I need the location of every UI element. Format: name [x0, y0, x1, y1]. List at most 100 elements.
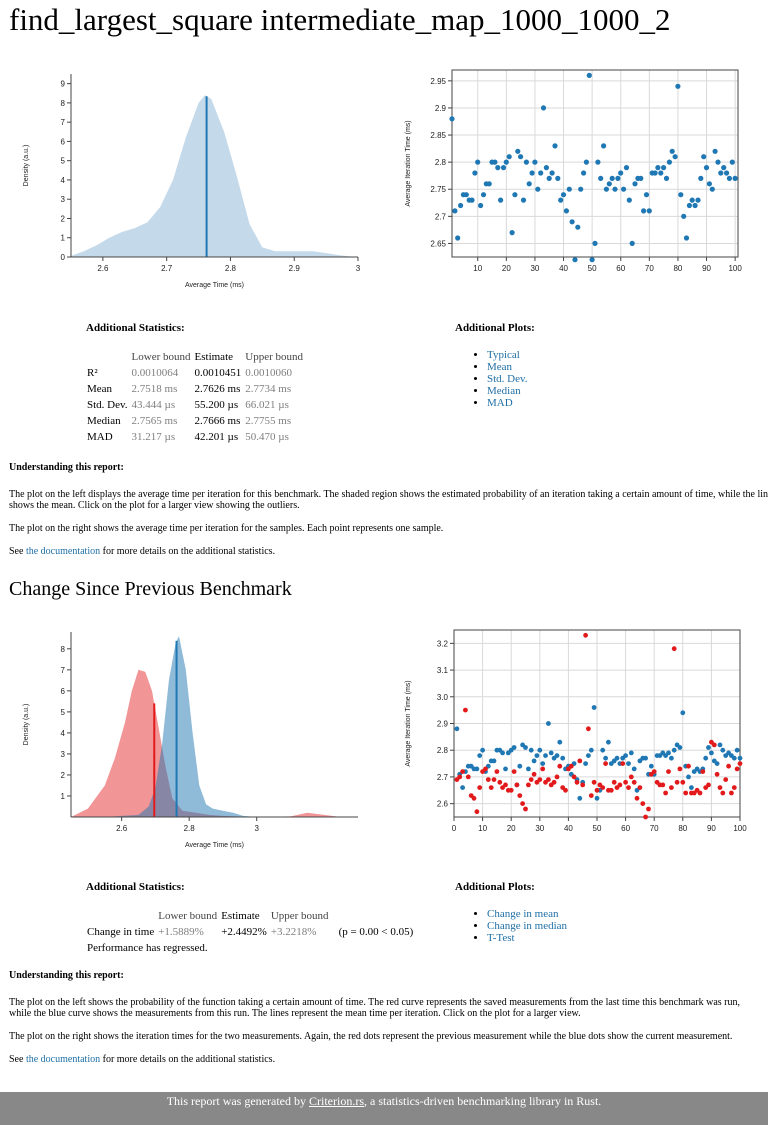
- sample-point: [458, 202, 464, 209]
- x-tick-label: 60: [616, 264, 625, 273]
- sample-point: [709, 186, 715, 192]
- sample-point: [480, 192, 487, 198]
- x-tick-label: 70: [645, 264, 654, 273]
- plot-link[interactable]: Std. Dev.: [487, 373, 528, 385]
- sample-point: [686, 202, 692, 209]
- plot-link[interactable]: Mean: [487, 361, 513, 373]
- x-tick-label: 40: [559, 264, 568, 273]
- current-sample-point: [454, 726, 460, 732]
- plot-link-item: Typical: [487, 349, 528, 361]
- stat-lower: 31.217 µs: [131, 431, 176, 443]
- current-sample-point: [537, 747, 543, 753]
- previous-sample-point: [485, 777, 491, 782]
- previous-sample-point: [637, 785, 643, 790]
- sample-point: [695, 197, 701, 203]
- documentation-link[interactable]: the documentation: [25, 546, 101, 557]
- previous-sample-point: [700, 769, 706, 774]
- previous-sample-point: [643, 814, 648, 820]
- sample-point: [572, 257, 578, 263]
- sample-point: [486, 181, 492, 187]
- change-pdf-plot[interactable]: 2.6 2.8 3 1 2 3 4 5 6 7 8 Density (a.u.) Average Tim…: [0, 620, 384, 860]
- sample-point: [689, 197, 695, 203]
- sample-point: [506, 154, 512, 160]
- stat-label: Std. Dev.: [87, 399, 128, 411]
- statistics-row: MAD 31.217 µs 42.201 µs 50.470 µs: [85, 429, 305, 445]
- current-sample-point: [540, 761, 546, 766]
- current-sample-point: [731, 755, 737, 761]
- change-plots-title: Additional Plots:: [455, 881, 535, 893]
- change-statistics-table: Lower bound Estimate Upper bound Change …: [85, 908, 415, 956]
- x-axis-label: Average Time (ms): [185, 282, 244, 289]
- previous-sample-point: [491, 777, 497, 782]
- sample-point: [672, 154, 678, 160]
- previous-sample-point: [620, 761, 626, 766]
- plot-link-item: MAD: [487, 397, 528, 409]
- previous-sample-point: [514, 782, 520, 788]
- regression-plot[interactable]: 10 20 30 40 50 60 70 80 90 100 2.65 2.7 2.75 2.8 2.85 2…: [384, 60, 768, 300]
- current-sample-point: [588, 747, 594, 753]
- current-sample-point: [577, 795, 583, 801]
- plot-link[interactable]: MAD: [487, 397, 513, 409]
- change-regression-plot[interactable]: 0 10 20 30 40 50 60 70 80 90 100 2.6 2.7 2.8 2.9 3.0 3.1…: [384, 620, 768, 860]
- previous-sample-point: [477, 785, 483, 790]
- current-sample-point: [594, 795, 600, 801]
- x-tick-label: 30: [530, 264, 539, 273]
- y-tick-label: 2.9: [437, 720, 449, 729]
- x-tick-label: 2.8: [184, 824, 196, 833]
- header-upper-bound: Upper bound: [245, 351, 304, 363]
- sample-point: [706, 181, 712, 187]
- previous-sample-point: [706, 782, 711, 788]
- statistics-row: Median 2.7565 ms 2.7666 ms 2.7755 ms: [85, 413, 305, 429]
- stat-estimate: 0.0010451: [194, 367, 242, 379]
- current-sample-point: [586, 753, 591, 758]
- sample-point: [498, 197, 504, 203]
- sample-point: [615, 175, 621, 181]
- statistics-row: Mean 2.7518 ms 2.7626 ms 2.7734 ms: [85, 381, 305, 397]
- y-tick-label: 2.9: [435, 104, 447, 113]
- sample-point: [632, 181, 638, 187]
- current-sample-point: [531, 758, 537, 764]
- change-row-label: Change in time: [87, 926, 155, 938]
- previous-sample-point: [580, 782, 586, 788]
- previous-sample-point: [528, 777, 534, 782]
- understanding-paragraph-2: The plot on the right shows the iteratio…: [9, 1031, 733, 1042]
- y-tick-label: 4: [61, 176, 66, 185]
- criterion-link[interactable]: Criterion.rs: [309, 1094, 364, 1108]
- sample-point: [535, 186, 541, 192]
- current-sample-point: [648, 763, 654, 769]
- plot-link[interactable]: Typical: [487, 349, 520, 361]
- header-estimate: Estimate: [194, 351, 234, 363]
- stat-estimate: 2.7626 ms: [194, 383, 241, 395]
- plot-link-item: Std. Dev.: [487, 373, 528, 385]
- pdf-plot[interactable]: 2.6 2.7 2.8 2.9 3 0 1 2 3 4 5 6 7 8 9 Density (a.u.) Ave…: [0, 60, 384, 300]
- previous-sample-point: [586, 726, 591, 732]
- sample-point: [661, 165, 667, 171]
- see-documentation: See the documentation for more details o…: [9, 546, 768, 557]
- previous-sample-point: [546, 777, 551, 782]
- y-tick-label: 3.0: [437, 693, 449, 702]
- current-sample-point: [626, 761, 631, 766]
- x-tick-label: 80: [678, 824, 687, 833]
- previous-sample-point: [720, 790, 726, 796]
- current-sample-point: [477, 753, 483, 758]
- sample-point: [703, 165, 710, 171]
- sample-point: [492, 159, 498, 165]
- current-sample-point: [714, 761, 720, 766]
- current-sample-point: [503, 766, 508, 772]
- current-sample-point: [606, 739, 611, 745]
- x-tick-label: 80: [673, 264, 682, 273]
- current-sample-point: [689, 785, 694, 790]
- sample-point: [520, 197, 527, 203]
- plot-link[interactable]: Median: [487, 385, 521, 397]
- statistics-row: R² 0.0010064 0.0010451 0.0010060: [85, 365, 305, 381]
- documentation-link[interactable]: the documentation: [25, 1054, 101, 1065]
- current-sample-point: [703, 755, 709, 761]
- previous-sample-point: [517, 793, 523, 798]
- sample-point: [712, 148, 718, 154]
- plot-link[interactable]: T-Test: [487, 932, 515, 944]
- plot-link[interactable]: Change in median: [487, 920, 568, 932]
- stat-upper: 50.470 µs: [245, 431, 289, 443]
- previous-sample-point: [660, 782, 666, 788]
- plot-link[interactable]: Change in mean: [487, 908, 559, 920]
- understanding-paragraph-1: The plot on the left shows the probabili…: [9, 997, 740, 1019]
